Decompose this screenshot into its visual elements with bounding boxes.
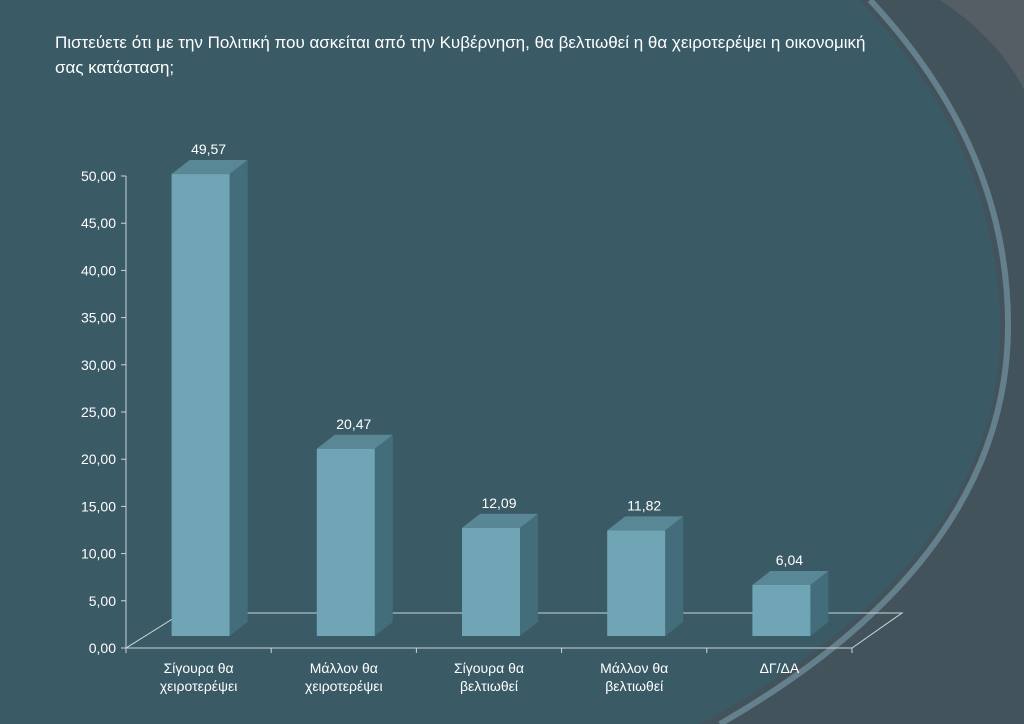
- bar: [607, 516, 684, 636]
- bar: [752, 570, 829, 636]
- bar-top: [752, 570, 829, 585]
- bar: [171, 160, 248, 636]
- bar-front: [752, 584, 811, 636]
- category-label: ΔΓ/ΔΑ: [760, 660, 800, 676]
- y-tick-label: 20,00: [81, 451, 116, 467]
- data-label: 20,47: [336, 416, 371, 432]
- bar-front: [607, 530, 666, 636]
- y-tick-label: 10,00: [81, 546, 116, 562]
- y-tick-label: 5,00: [89, 593, 116, 609]
- y-tick-label: 0,00: [89, 640, 116, 656]
- bar-side: [374, 434, 393, 636]
- category-label-line: βελτιωθεί: [460, 678, 518, 694]
- y-tick-label: 50,00: [81, 168, 116, 184]
- category-label-line: ΔΓ/ΔΑ: [760, 660, 800, 676]
- bar-side: [665, 516, 684, 636]
- y-tick-label: 15,00: [81, 498, 116, 514]
- bar-top: [171, 160, 248, 175]
- category-label-line: χειροτερέψει: [305, 678, 383, 694]
- category-label: Μάλλον θα χειροτερέψει: [305, 660, 383, 694]
- y-tick-label: 40,00: [81, 262, 116, 278]
- bar-front: [462, 527, 520, 636]
- bar-front: [316, 448, 375, 636]
- category-label-line: χειροτερέψει: [160, 678, 238, 694]
- category-label-line: βελτιωθεί: [605, 678, 663, 694]
- y-tick-label: 25,00: [81, 404, 116, 420]
- category-label-line: Μάλλον θα: [600, 660, 668, 676]
- data-label: 49,57: [191, 141, 226, 157]
- data-label: 11,82: [627, 497, 661, 513]
- bar-top: [462, 513, 538, 528]
- category-label-line: Μάλλον θα: [310, 660, 378, 676]
- bar: [316, 434, 393, 636]
- bar: [462, 513, 538, 636]
- category-label: Σίγουρα θα βελτιωθεί: [454, 660, 524, 694]
- y-tick-label: 45,00: [81, 215, 116, 231]
- bar-top: [607, 516, 684, 531]
- bar-side: [229, 160, 248, 636]
- category-label: Μάλλον θα βελτιωθεί: [600, 660, 668, 694]
- chart-title: Πιστεύετε ότι με την Πολιτική που ασκείτ…: [55, 33, 866, 77]
- y-tick-label: 35,00: [81, 310, 116, 326]
- bar-top: [316, 434, 393, 449]
- category-label: Σίγουρα θα χειροτερέψει: [160, 660, 238, 694]
- bar-side: [520, 513, 538, 636]
- bar-side: [810, 570, 829, 636]
- y-tick-label: 30,00: [81, 357, 116, 373]
- bar-front: [171, 174, 230, 636]
- data-label: 6,04: [776, 552, 803, 568]
- category-label-line: Σίγουρα θα: [454, 660, 524, 676]
- category-label-line: Σίγουρα θα: [164, 660, 234, 676]
- data-label: 12,09: [481, 495, 516, 511]
